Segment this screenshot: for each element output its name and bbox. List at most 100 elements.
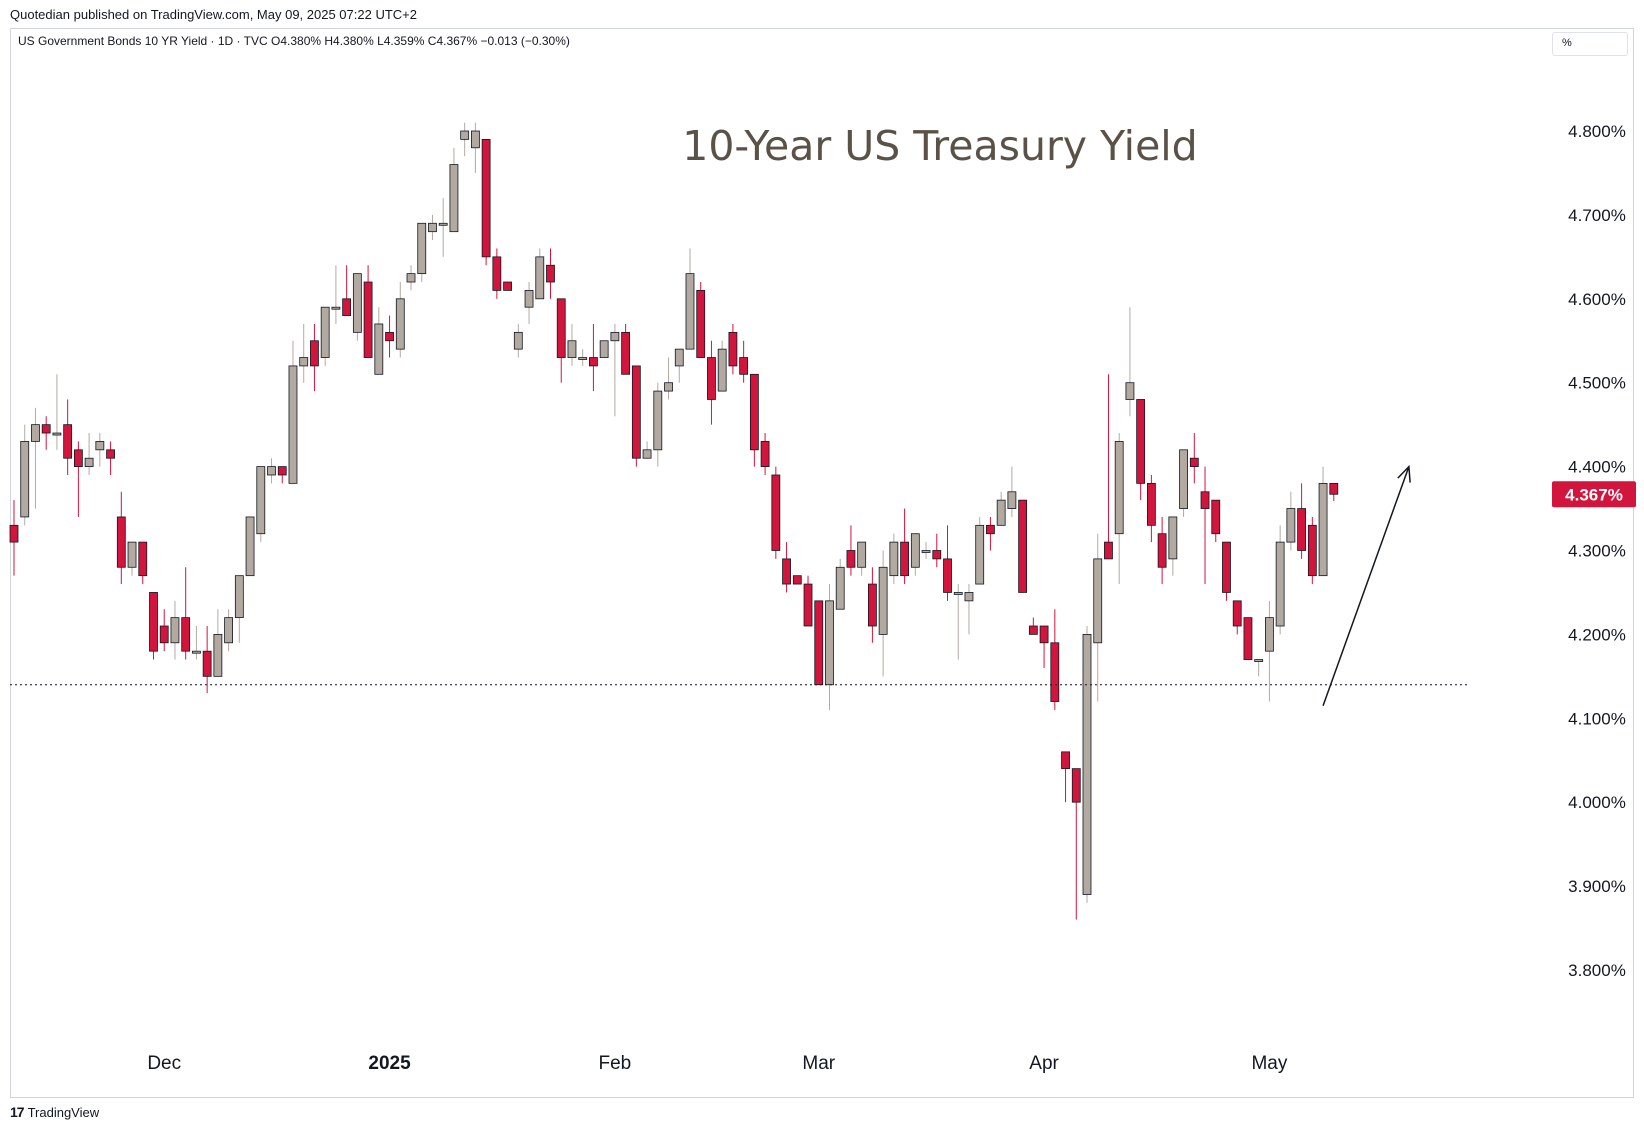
x-tick-label: May <box>1251 1053 1287 1074</box>
candle <box>1082 626 1092 903</box>
candle <box>374 307 384 375</box>
candle <box>728 323 738 375</box>
candle <box>696 282 706 358</box>
candle <box>299 323 309 383</box>
candle-body <box>674 348 684 367</box>
y-tick-label: 4.700% <box>1568 206 1626 225</box>
candle-body <box>707 357 716 400</box>
candle-body <box>610 331 620 342</box>
candle-body <box>1243 617 1253 660</box>
candle-body <box>1050 642 1060 702</box>
candle-body <box>1039 625 1049 644</box>
candle-body <box>417 222 427 275</box>
candle-body <box>857 541 867 568</box>
candle-body <box>84 457 94 467</box>
overlay-layer <box>10 464 1470 706</box>
candle-body <box>835 566 845 610</box>
candle <box>1200 466 1210 585</box>
candle <box>1297 483 1306 559</box>
candle <box>320 306 330 366</box>
candle <box>910 533 920 576</box>
candle-body <box>664 382 673 392</box>
candle-body <box>524 290 534 308</box>
candle <box>524 282 534 324</box>
trend-arrow-head <box>1397 464 1411 483</box>
candle-body <box>599 340 609 358</box>
candle <box>406 265 416 291</box>
candle <box>492 248 502 299</box>
candle <box>868 567 877 643</box>
candle-body <box>1125 382 1135 400</box>
candle <box>213 609 223 677</box>
candle-body <box>1232 600 1242 627</box>
candle <box>739 340 749 383</box>
candle <box>707 340 716 425</box>
candle <box>664 357 673 400</box>
candle <box>385 315 394 358</box>
candle-body <box>792 575 802 585</box>
candle <box>1307 516 1317 585</box>
candle <box>1018 499 1028 593</box>
candle-body <box>535 256 545 300</box>
candle <box>192 626 201 660</box>
candle-body <box>363 281 373 358</box>
candle <box>181 567 191 660</box>
candle-body <box>986 524 995 535</box>
candle <box>653 382 663 467</box>
candle-body <box>717 348 727 392</box>
candle-body <box>900 541 909 577</box>
unit-selector[interactable]: % <box>1552 32 1628 56</box>
candle <box>460 122 470 157</box>
candle-body <box>213 634 223 677</box>
candle <box>127 541 137 576</box>
candle-body <box>138 541 148 577</box>
candle <box>1275 525 1285 635</box>
candle <box>760 433 770 475</box>
candle-body <box>1307 524 1317 577</box>
candle <box>932 533 942 568</box>
candle-body <box>932 550 942 560</box>
candle <box>803 575 813 627</box>
candle-body <box>1093 558 1103 644</box>
candle <box>825 584 834 710</box>
candle <box>310 323 319 392</box>
tradingview-logo-icon[interactable]: 17 <box>10 1104 25 1120</box>
candle-body <box>1329 482 1339 495</box>
candle-body <box>1318 482 1328 577</box>
candle-body <box>299 357 309 367</box>
candle-body <box>513 331 523 350</box>
candle-body <box>953 592 963 595</box>
candle-body <box>31 424 40 442</box>
candle-body <box>1146 482 1156 526</box>
candle <box>1243 617 1253 660</box>
candle-body <box>1297 508 1306 551</box>
x-tick-label: Mar <box>802 1053 835 1074</box>
candle <box>1071 768 1081 920</box>
trend-arrow-line <box>1322 466 1410 706</box>
candle-body <box>846 550 856 568</box>
candle-body <box>20 441 30 518</box>
candle <box>52 374 62 450</box>
candle <box>1136 399 1146 501</box>
candle <box>1104 374 1113 560</box>
y-tick-label: 4.000% <box>1568 793 1626 812</box>
candle-body <box>181 617 191 652</box>
candle-body <box>1018 499 1028 593</box>
footer-brand[interactable]: TradingView <box>27 1104 100 1120</box>
candle <box>900 508 909 585</box>
candle-body <box>428 222 437 233</box>
candle <box>792 575 802 585</box>
candle <box>342 265 352 316</box>
candle-body <box>224 617 234 644</box>
candle <box>1179 449 1188 517</box>
candle <box>352 273 362 341</box>
candle-body <box>9 524 19 543</box>
candle <box>1157 516 1167 585</box>
candle <box>1028 617 1038 635</box>
candle-body <box>1254 659 1264 662</box>
candle <box>1189 433 1199 484</box>
candle-body <box>996 499 1006 526</box>
candle <box>1168 516 1178 576</box>
candle <box>685 248 695 350</box>
